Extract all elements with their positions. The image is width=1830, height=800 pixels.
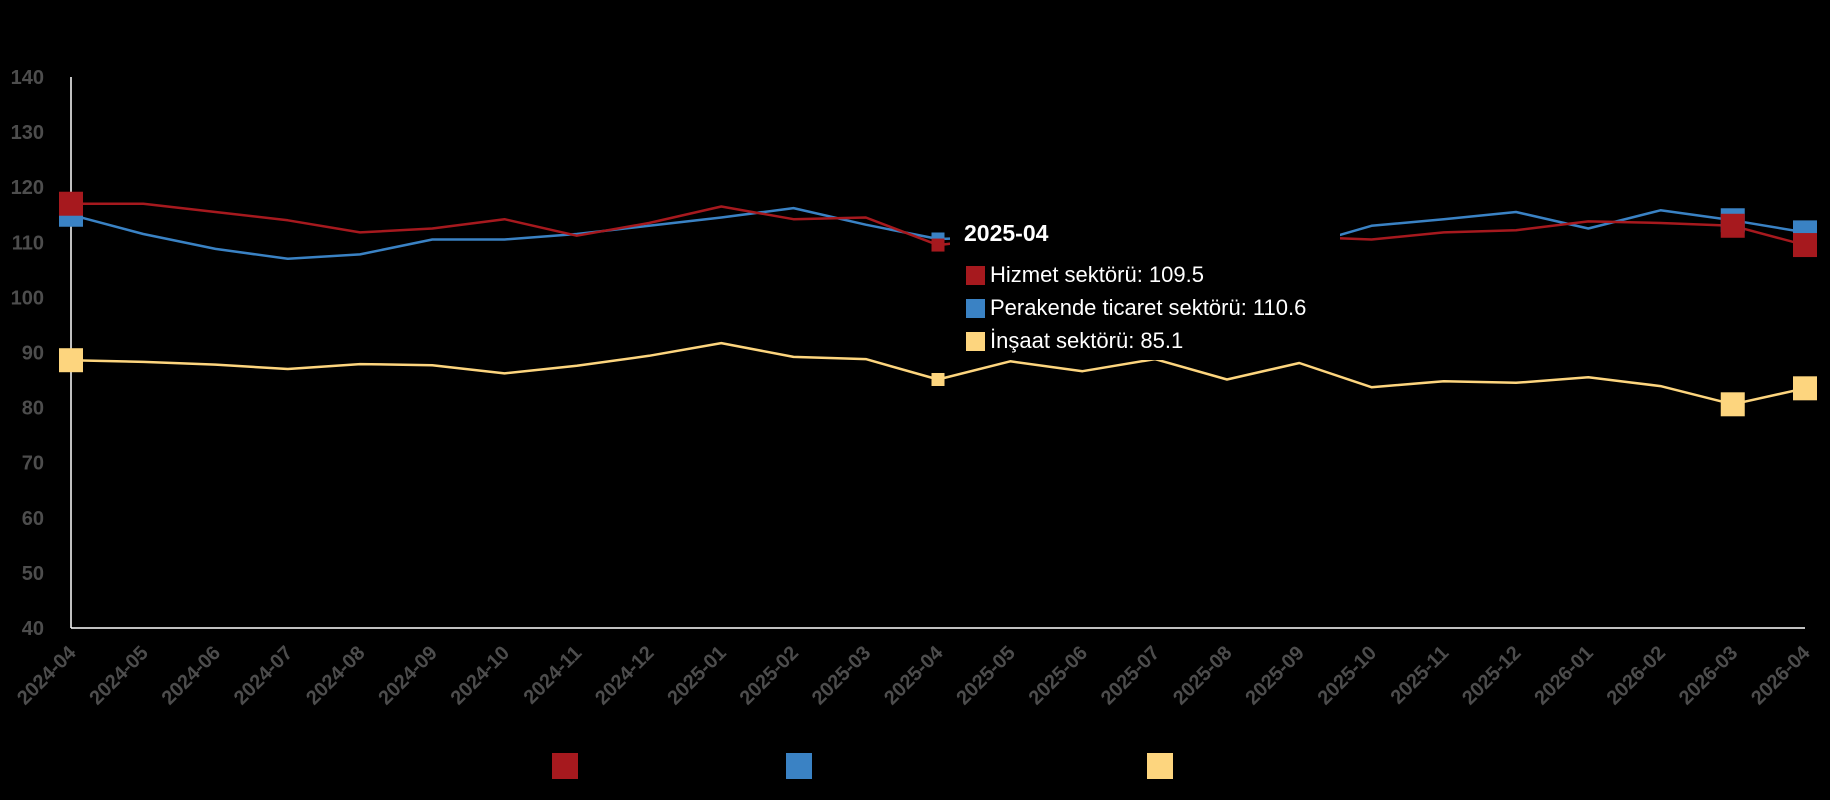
tooltip-swatch-insaat: [966, 332, 985, 351]
x-tick-label: 2025-12: [1458, 642, 1525, 709]
series-marker[interactable]: [59, 348, 83, 373]
tooltip-row-hizmet: Hizmet sektörü: 109.5: [966, 262, 1204, 288]
y-tick-label: 50: [22, 563, 44, 585]
x-tick-label: 2025-08: [1169, 642, 1236, 709]
y-tick-label: 40: [22, 618, 44, 640]
x-tick-label: 2024-06: [158, 642, 225, 709]
tooltip-row-perakende: Perakende ticaret sektörü: 110.6: [966, 295, 1306, 321]
y-tick-label: 110: [12, 232, 44, 254]
x-tick-label: 2024-07: [230, 642, 297, 709]
hover-marker[interactable]: [931, 238, 945, 252]
x-tick-label: 2025-06: [1025, 642, 1092, 709]
x-tick-label: 2024-09: [374, 642, 441, 709]
hover-marker[interactable]: [931, 372, 945, 386]
y-tick-label: 130: [11, 122, 44, 144]
y-tick-label: 140: [11, 67, 44, 89]
y-tick-label: 120: [11, 177, 44, 199]
tooltip-label-insaat: İnşaat sektörü: 85.1: [990, 328, 1184, 353]
legend-swatch-insaat[interactable]: [1147, 753, 1173, 779]
series-marker[interactable]: [1720, 392, 1745, 417]
x-tick-label: 2025-03: [808, 642, 875, 709]
x-tick-label: 2024-10: [447, 642, 514, 709]
y-tick-label: 80: [22, 398, 44, 420]
x-tick-label: 2024-08: [302, 642, 369, 709]
x-tick-label: 2025-02: [736, 642, 803, 709]
x-tick-label: 2026-02: [1603, 642, 1670, 709]
x-axis-ticks: 2024-04 2024-05 2024-06 2024-07 2024-08 2024-…: [13, 641, 1815, 709]
tooltip-swatch-perakende: [966, 299, 985, 318]
x-tick-label: 2024-12: [591, 642, 658, 709]
tooltip-swatch-hizmet: [966, 266, 985, 285]
y-axis-ticks: 40 50 60 70 80 90 100 110 120 130 140: [11, 67, 44, 640]
x-tick-label: 2025-09: [1241, 642, 1308, 709]
series-marker[interactable]: [1720, 213, 1745, 238]
tooltip-row-insaat: İnşaat sektörü: 85.1: [966, 328, 1183, 354]
y-tick-label: 100: [11, 287, 44, 309]
legend-swatch-perakende[interactable]: [786, 753, 812, 779]
series-marker[interactable]: [1793, 233, 1817, 258]
y-tick-label: 70: [22, 453, 44, 475]
x-tick-label: 2024-05: [85, 642, 152, 709]
legend-swatch-hizmet[interactable]: [552, 753, 578, 779]
x-tick-label: 2026-04: [1747, 641, 1815, 709]
x-tick-label: 2025-10: [1314, 642, 1381, 709]
tooltip-title: 2025-04: [964, 220, 1049, 246]
tooltip: 2025-04 Hizmet sektörü: 109.5 Perakende …: [950, 210, 1340, 360]
x-tick-label: 2025-07: [1097, 642, 1164, 709]
x-tick-label: 2024-04: [13, 641, 81, 709]
series-marker[interactable]: [1793, 376, 1817, 401]
x-tick-label: 2026-03: [1675, 642, 1742, 709]
tooltip-label-perakende: Perakende ticaret sektörü: 110.6: [990, 295, 1307, 320]
y-tick-label: 90: [22, 343, 44, 365]
tooltip-label-hizmet: Hizmet sektörü: 109.5: [990, 262, 1204, 287]
x-tick-label: 2025-11: [1387, 642, 1454, 709]
y-tick-label: 60: [22, 508, 44, 530]
x-tick-label: 2025-01: [663, 642, 730, 709]
x-tick-label: 2026-01: [1530, 642, 1597, 709]
series-marker[interactable]: [59, 191, 83, 216]
series-markers: [59, 191, 1817, 417]
x-tick-label: 2025-04: [880, 641, 948, 709]
x-tick-label: 2024-11: [520, 642, 587, 709]
x-tick-label: 2025-05: [952, 642, 1019, 709]
